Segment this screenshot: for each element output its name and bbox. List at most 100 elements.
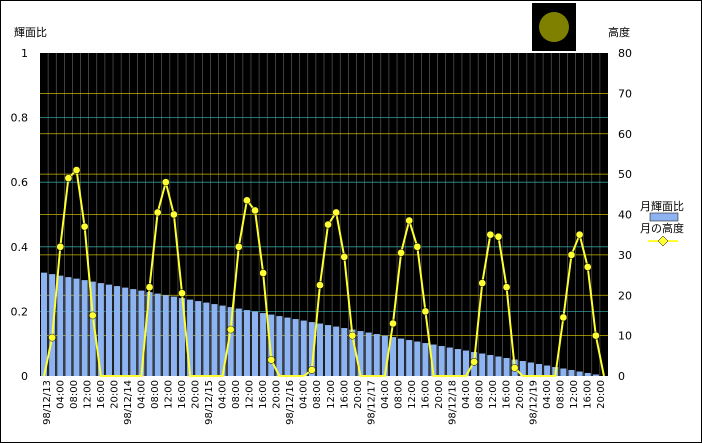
bar <box>268 314 275 376</box>
altitude-point <box>324 220 332 229</box>
altitude-point <box>478 279 487 287</box>
bar <box>357 331 364 376</box>
bar <box>406 340 413 376</box>
x-tick-label: 98/12/18 <box>447 380 458 425</box>
altitude-point <box>145 283 154 292</box>
bar <box>81 280 88 376</box>
x-tick-labels: 98/12/13 04:00 08:00 12:00 16:00 20:00 98/12/1… <box>42 380 607 425</box>
legend-marker-altitude <box>657 235 669 247</box>
bar <box>454 349 461 376</box>
bar <box>97 283 104 376</box>
altitude-point <box>170 210 178 219</box>
altitude-point <box>502 283 511 292</box>
bar <box>300 320 307 376</box>
altitude-point <box>348 331 357 340</box>
x-tick-label: 98/12/16 <box>285 380 296 425</box>
x-tick-label: 08:00 <box>475 380 486 409</box>
right-tick-label: 0 <box>618 370 625 383</box>
bar <box>243 310 250 376</box>
left-tick-label: 0.8 <box>11 112 29 125</box>
right-tick-labels: 0 10 20 30 40 50 60 70 80 <box>618 47 632 383</box>
altitude-point <box>340 253 349 261</box>
left-tick-label: 1 <box>21 47 28 60</box>
x-tick-label: 98/12/17 <box>366 380 377 425</box>
x-tick-label: 98/12/19 <box>529 380 540 425</box>
x-tick-label: 16:00 <box>502 380 513 409</box>
x-tick-label: 12:00 <box>163 380 174 409</box>
bar <box>349 329 356 376</box>
bar <box>219 305 226 376</box>
bar <box>203 302 210 376</box>
x-tick-label: 16:00 <box>177 380 188 409</box>
right-tick-label: 60 <box>618 128 632 141</box>
bar <box>260 313 267 376</box>
x-tick-label: 16:00 <box>339 380 350 409</box>
bar <box>138 290 145 376</box>
right-tick-label: 20 <box>618 289 632 302</box>
bar <box>325 325 332 376</box>
bar <box>162 295 169 376</box>
x-tick-label: 20:00 <box>191 380 202 409</box>
altitude-point <box>559 313 568 322</box>
x-tick-label: 08:00 <box>393 380 404 409</box>
bar <box>187 299 194 376</box>
x-tick-label: 16:00 <box>258 380 269 409</box>
altitude-point <box>259 269 267 277</box>
bar <box>414 341 421 376</box>
bar <box>527 362 534 376</box>
x-tick-label: 20:00 <box>353 380 364 409</box>
bar <box>422 343 429 376</box>
x-tick-label: 98/12/13 <box>42 380 53 425</box>
bar <box>284 317 291 376</box>
right-tick-label: 80 <box>618 47 632 60</box>
legend-label-altitude: 月の高度 <box>640 221 684 235</box>
left-tick-label: 0.6 <box>11 176 29 189</box>
bar <box>560 368 567 376</box>
x-tick-label: 20:00 <box>434 380 445 409</box>
x-tick-label: 12:00 <box>245 380 256 409</box>
bar <box>130 289 137 376</box>
bar <box>381 335 388 376</box>
right-tick-label: 70 <box>618 87 632 100</box>
altitude-point <box>591 331 600 340</box>
altitude-point <box>178 289 186 298</box>
x-tick-label: 04:00 <box>136 380 147 409</box>
bar <box>49 274 56 376</box>
left-tick-label: 0 <box>21 370 28 383</box>
x-tick-label: 04:00 <box>542 380 553 409</box>
bar <box>122 287 129 376</box>
left-tick-labels: 0 0.2 0.4 0.6 0.8 1 <box>11 47 29 383</box>
right-tick-label: 30 <box>618 249 632 262</box>
altitude-point <box>567 251 576 259</box>
altitude-point <box>470 358 478 366</box>
bar <box>373 334 380 376</box>
altitude-point <box>226 325 235 334</box>
bar <box>365 332 372 376</box>
bar <box>89 281 96 376</box>
x-tick-label: 04:00 <box>55 380 66 409</box>
bar <box>446 347 453 376</box>
right-tick-label: 50 <box>618 168 632 181</box>
bar <box>316 323 323 376</box>
left-tick-label: 0.4 <box>11 241 29 254</box>
x-tick-label: 12:00 <box>407 380 418 409</box>
bar <box>308 322 315 376</box>
altitude-point <box>251 206 259 215</box>
bar <box>251 311 259 376</box>
bar <box>398 338 405 376</box>
altitude-point <box>316 281 324 290</box>
altitude-point <box>389 319 397 328</box>
bar <box>438 346 445 376</box>
altitude-point <box>397 249 405 257</box>
horizontal-gridlines <box>40 92 608 337</box>
x-tick-label: 20:00 <box>596 380 607 409</box>
altitude-point <box>575 230 584 239</box>
x-tick-label: 12:00 <box>488 380 499 409</box>
x-tick-label: 04:00 <box>380 380 391 409</box>
x-tick-label: 04:00 <box>461 380 472 409</box>
altitude-point <box>413 242 422 251</box>
altitude-point <box>64 174 73 183</box>
bar <box>487 355 494 376</box>
bar <box>65 277 72 376</box>
